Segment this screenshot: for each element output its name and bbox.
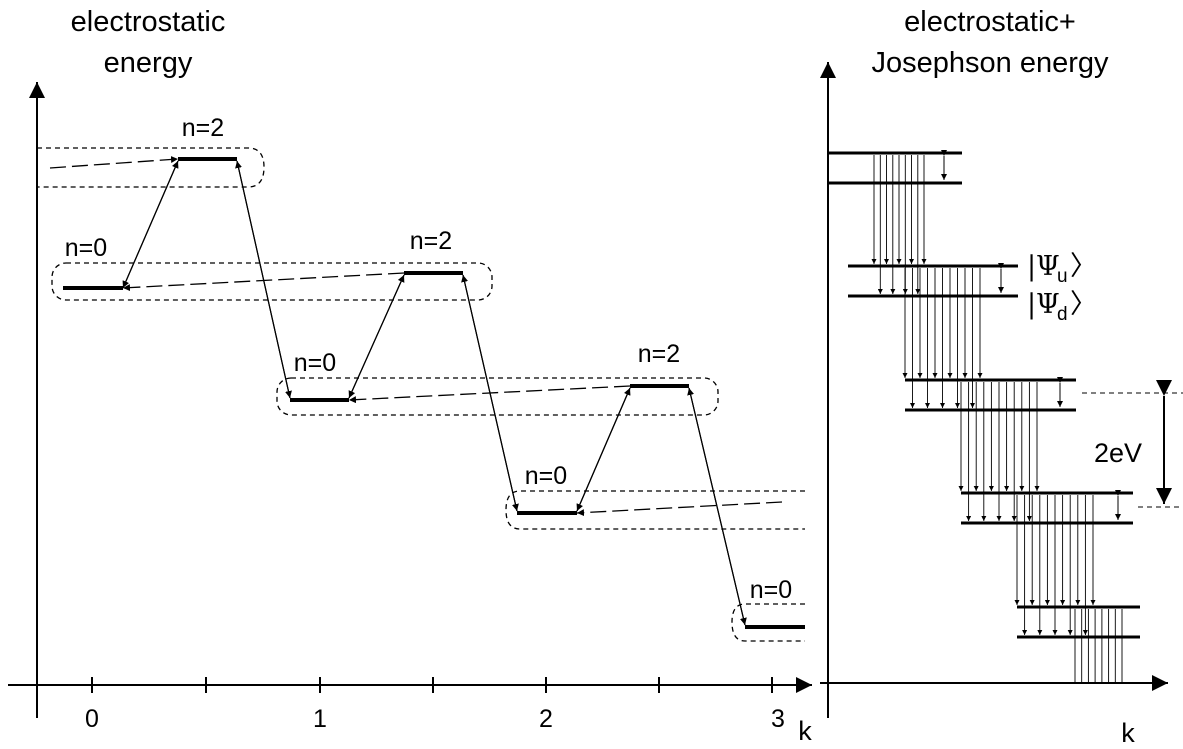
left-title-line2: energy: [104, 47, 193, 79]
state-label-n0-k1: n=0: [294, 349, 336, 377]
josephson-levels: [828, 151, 1140, 639]
dashed-box-3: [276, 377, 719, 416]
left-x-ticks: [91, 677, 773, 693]
dashed-box-5: [731, 603, 805, 642]
left-panel: electrostatic energy 0 1 2 3 k: [8, 6, 812, 746]
tick-label-3: 3: [771, 705, 785, 733]
right-title-line1: electrostatic+: [904, 6, 1076, 38]
splitting-arrows: [941, 150, 1121, 520]
svg-text:〉: 〉: [1070, 289, 1097, 320]
state-label-n2-k25: n=2: [638, 340, 680, 368]
dashed-box-4: [505, 490, 805, 530]
state-label-n2-top: n=2: [182, 114, 224, 142]
psi-upper-label: | Ψ u 〉: [1027, 251, 1097, 287]
transition-down-5: [576, 387, 631, 512]
svg-text:|: |: [1027, 289, 1036, 320]
transition-up-4: [461, 274, 518, 512]
left-title-line1: electrostatic: [71, 6, 226, 38]
svg-text:〉: 〉: [1070, 251, 1097, 282]
right-panel: electrostatic+ Josephson energy k: [820, 6, 1183, 748]
state-label-n0-k3: n=0: [750, 576, 792, 604]
transition-down-3: [348, 274, 405, 399]
gap-marker: 2eV: [1082, 380, 1183, 508]
tick-label-2: 2: [539, 705, 553, 733]
state-label-n0-k2: n=0: [525, 462, 567, 490]
right-title-line2: Josephson energy: [872, 47, 1109, 79]
left-x-axis-label: k: [798, 716, 812, 746]
svg-text:|: |: [1027, 251, 1036, 282]
transition-down-1: [122, 160, 179, 289]
dashed-arrows: [49, 155, 783, 517]
dashed-arrow-1: [49, 155, 179, 169]
tick-label-0: 0: [85, 705, 99, 733]
gap-label: 2eV: [1094, 438, 1142, 468]
transition-arrows: [122, 160, 747, 626]
transition-up-6: [687, 387, 746, 626]
state-label-n0-k0: n=0: [65, 234, 107, 262]
state-label-n2-k15: n=2: [410, 227, 452, 255]
right-x-axis-label: k: [1121, 718, 1135, 748]
psi-lower-label: | Ψ d 〉: [1027, 289, 1097, 325]
psi-lower-symbol: Ψ: [1036, 289, 1060, 320]
psi-upper-subscript: u: [1057, 266, 1068, 287]
cascade-arrows: [871, 155, 1123, 683]
tick-label-1: 1: [313, 705, 327, 733]
psi-upper-symbol: Ψ: [1036, 251, 1060, 282]
energy-levels: [63, 157, 805, 629]
dashed-box-1: [37, 147, 265, 188]
dashed-box-2: [51, 262, 493, 301]
psi-lower-subscript: d: [1057, 304, 1068, 325]
dashed-arrow-4: [576, 501, 783, 517]
transition-up-2: [235, 160, 291, 399]
